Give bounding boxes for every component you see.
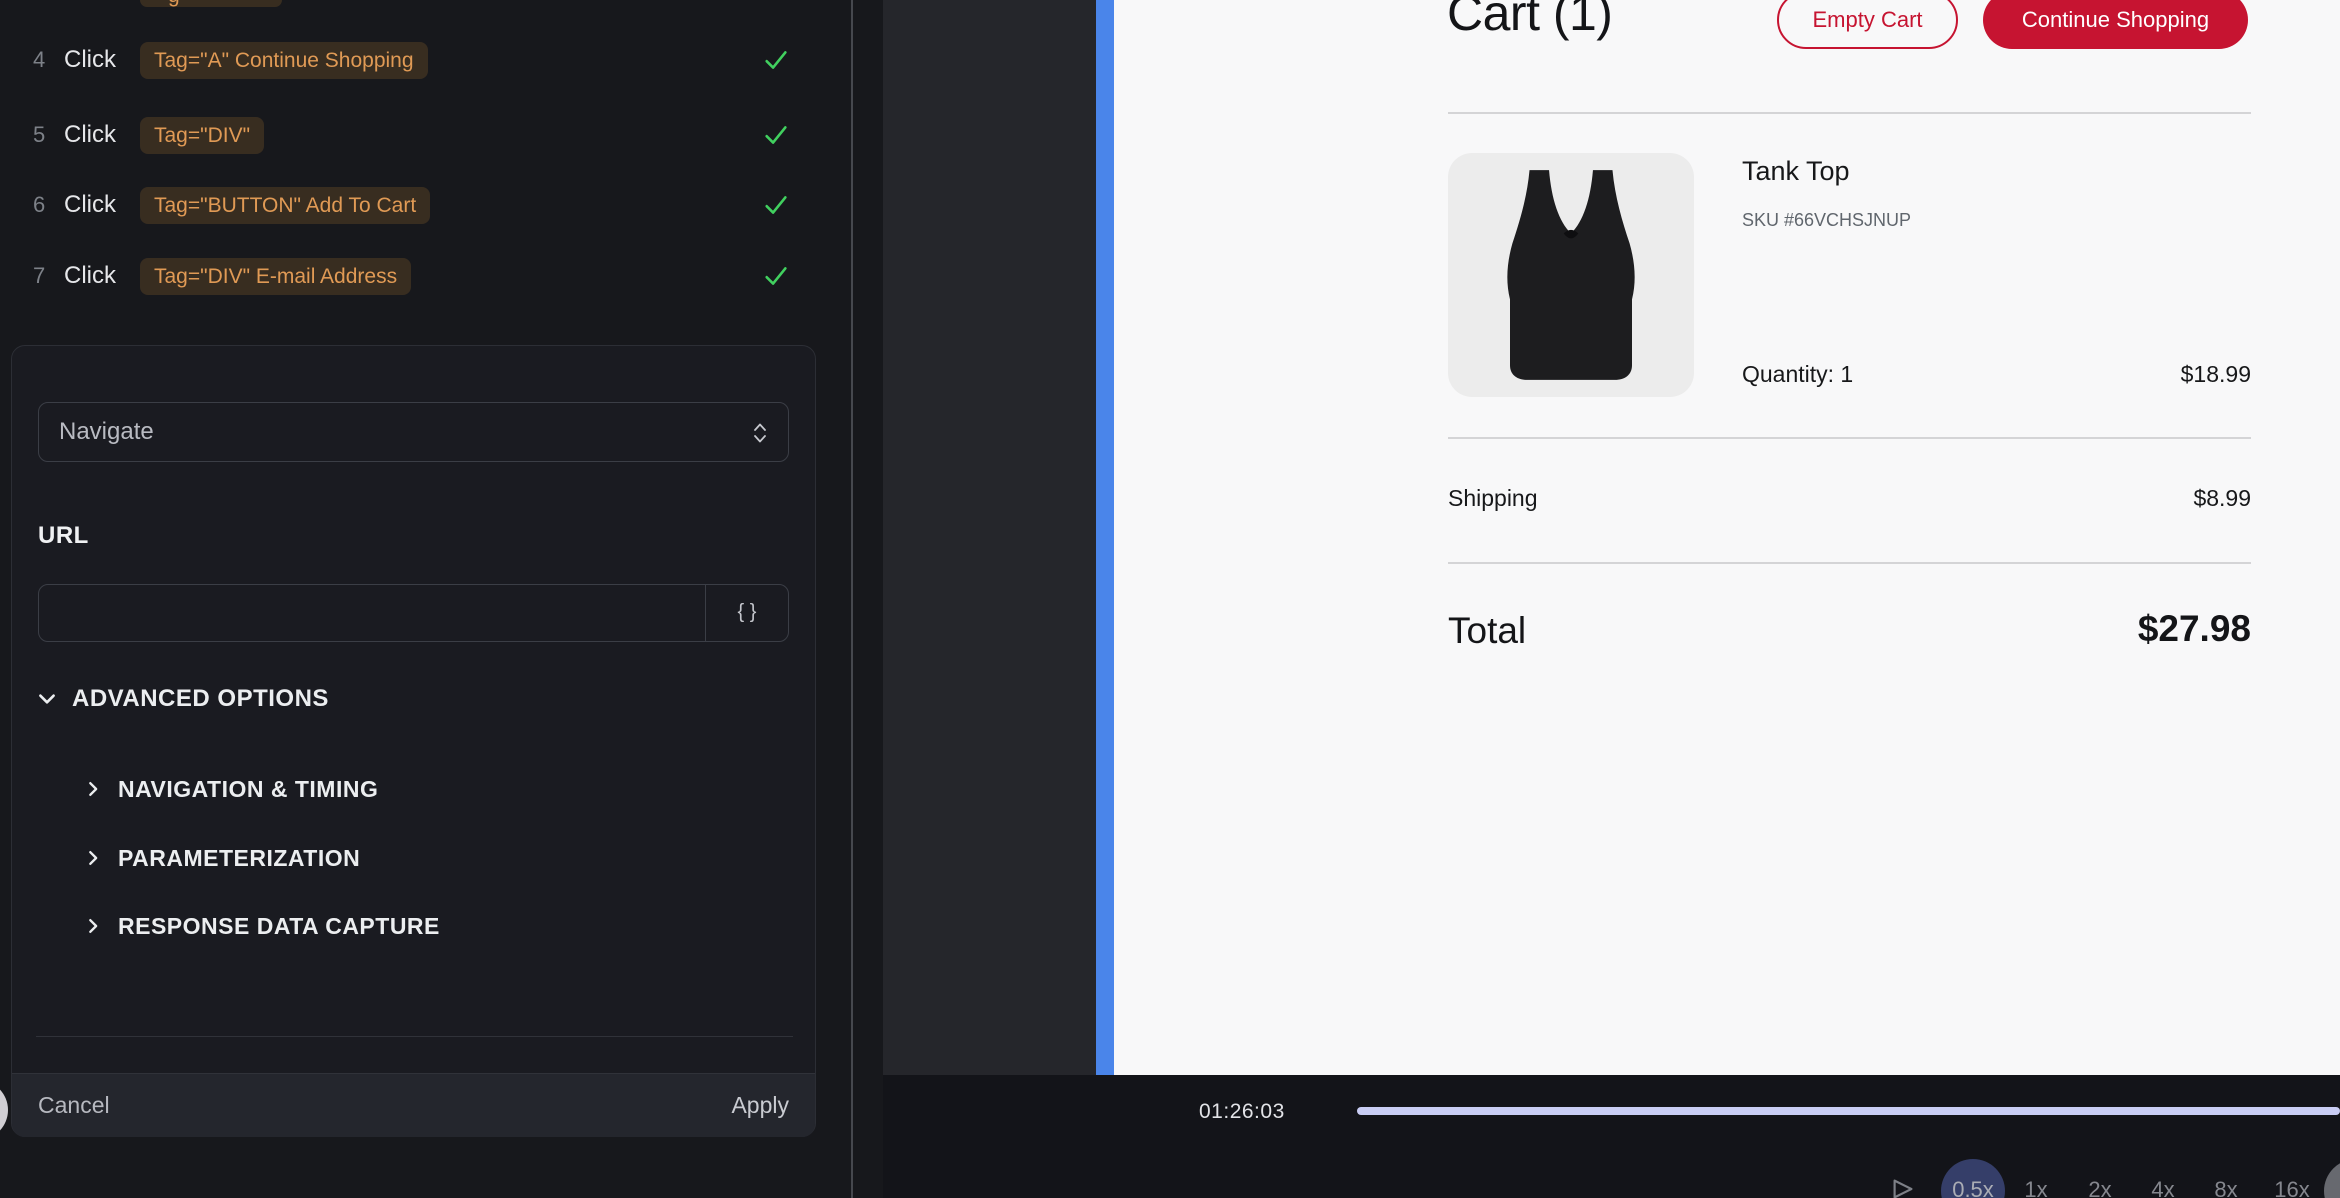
step-row-4[interactable]: 4 Click Tag="A" Continue Shopping: [0, 41, 851, 79]
section-response-data-capture[interactable]: RESPONSE DATA CAPTURE: [84, 913, 440, 939]
step-row-6[interactable]: 6 Click Tag="BUTTON" Add To Cart: [0, 186, 851, 224]
sidebar-divider: [851, 0, 853, 1198]
step-action-label: Click: [64, 46, 116, 73]
playback-bar: 01:26:03 0.5x 1x 2x 4x 8x 16x: [883, 1075, 2340, 1198]
speed-button-1x[interactable]: 1x: [2024, 1177, 2048, 1198]
apply-button[interactable]: Apply: [731, 1092, 789, 1118]
step-action-label: Click: [64, 191, 116, 218]
chevron-up-down-icon: [754, 423, 766, 443]
step-target-badge: Tag="DIV": [140, 116, 265, 154]
cart-page-preview: Cart (1) Empty Cart Continue Shopping Ta…: [1114, 0, 2340, 1075]
cart-title: Cart (1): [1447, 0, 1613, 41]
speed-button-8x[interactable]: 8x: [2214, 1177, 2238, 1198]
success-check-icon: [765, 126, 787, 144]
speed-button-2x[interactable]: 2x: [2088, 1177, 2112, 1198]
empty-cart-button[interactable]: Empty Cart: [1777, 0, 1958, 49]
speed-button-16x[interactable]: 16x: [2274, 1177, 2310, 1198]
url-field-label: URL: [38, 522, 89, 549]
truncated-step-badge[interactable]: g: [140, 0, 282, 7]
section-navigation-timing[interactable]: NAVIGATION & TIMING: [84, 776, 378, 802]
chevron-down-icon: [39, 694, 55, 704]
chevron-right-icon: [89, 781, 98, 797]
card-footer: Cancel Apply: [12, 1073, 815, 1137]
section-label: RESPONSE DATA CAPTURE: [118, 912, 440, 939]
step-row-5[interactable]: 5 Click Tag="DIV": [0, 116, 851, 154]
partial-speed-button[interactable]: [2324, 1159, 2340, 1198]
playback-progress-bar[interactable]: [1357, 1107, 2340, 1115]
edge-floating-button[interactable]: [0, 1080, 8, 1140]
action-editor-card: Navigate URL { } ADVANCED OPTIONS: [11, 345, 816, 1137]
speed-button-4x[interactable]: 4x: [2151, 1177, 2175, 1198]
preview-blue-edge: [1096, 0, 1114, 1075]
step-action-label: Click: [64, 121, 116, 148]
advanced-options-label: ADVANCED OPTIONS: [72, 685, 329, 712]
shipping-label: Shipping: [1448, 485, 1538, 511]
steps-sidebar: g 4 Click Tag="A" Continue Shopping 5 Cl…: [0, 0, 851, 1198]
step-row-7[interactable]: 7 Click Tag="DIV" E-mail Address: [0, 257, 851, 295]
truncated-badge-text: g: [168, 0, 180, 7]
success-check-icon: [765, 51, 787, 69]
chevron-right-icon: [89, 850, 98, 866]
step-number: 7: [33, 263, 46, 288]
card-divider: [36, 1036, 793, 1037]
url-input-wrap: { }: [38, 584, 789, 642]
total-price: $27.98: [2137, 608, 2251, 649]
shipping-price: $8.99: [2193, 485, 2251, 511]
step-number: 5: [33, 122, 46, 147]
section-label: PARAMETERIZATION: [118, 844, 361, 871]
tank-top-image: [1507, 170, 1635, 380]
step-action-label: Click: [64, 262, 116, 289]
advanced-options-toggle[interactable]: ADVANCED OPTIONS: [36, 685, 329, 712]
playback-timestamp: 01:26:03: [1199, 1100, 1285, 1123]
action-type-select[interactable]: Navigate: [38, 402, 789, 462]
product-quantity: Quantity: 1: [1742, 361, 1854, 387]
input-divider: [704, 585, 706, 641]
divider: [1448, 562, 2251, 564]
product-sku: SKU #66VCHSJNUP: [1742, 210, 1912, 230]
step-target-badge: Tag="BUTTON" Add To Cart: [140, 186, 431, 224]
success-check-icon: [765, 196, 787, 214]
speed-button-05x[interactable]: 0.5x: [1952, 1177, 1994, 1198]
product-name: Tank Top: [1742, 156, 1850, 186]
chevron-right-icon: [89, 918, 98, 934]
cancel-button[interactable]: Cancel: [38, 1092, 110, 1118]
step-number: 6: [33, 192, 46, 217]
product-image: [1448, 153, 1694, 397]
insert-variable-button[interactable]: { }: [737, 601, 757, 623]
play-icon[interactable]: [1891, 1178, 1915, 1198]
section-parameterization[interactable]: PARAMETERIZATION: [84, 845, 360, 871]
divider: [1448, 437, 2251, 439]
total-label: Total: [1448, 610, 1527, 651]
step-number: 4: [33, 47, 46, 72]
section-label: NAVIGATION & TIMING: [118, 775, 379, 802]
success-check-icon: [765, 267, 787, 285]
continue-shopping-button[interactable]: Continue Shopping: [1983, 0, 2248, 49]
url-input[interactable]: [39, 585, 705, 641]
step-target-badge: Tag="A" Continue Shopping: [140, 41, 428, 79]
step-target-badge: Tag="DIV" E-mail Address: [140, 257, 412, 295]
preview-stage: g Cart (1) Empty Cart Continue Shopping …: [883, 0, 2340, 1075]
action-type-value: Navigate: [59, 418, 154, 445]
divider: [1448, 112, 2251, 114]
product-price: $18.99: [2180, 361, 2251, 387]
main-area: g Cart (1) Empty Cart Continue Shopping …: [883, 0, 2340, 1198]
